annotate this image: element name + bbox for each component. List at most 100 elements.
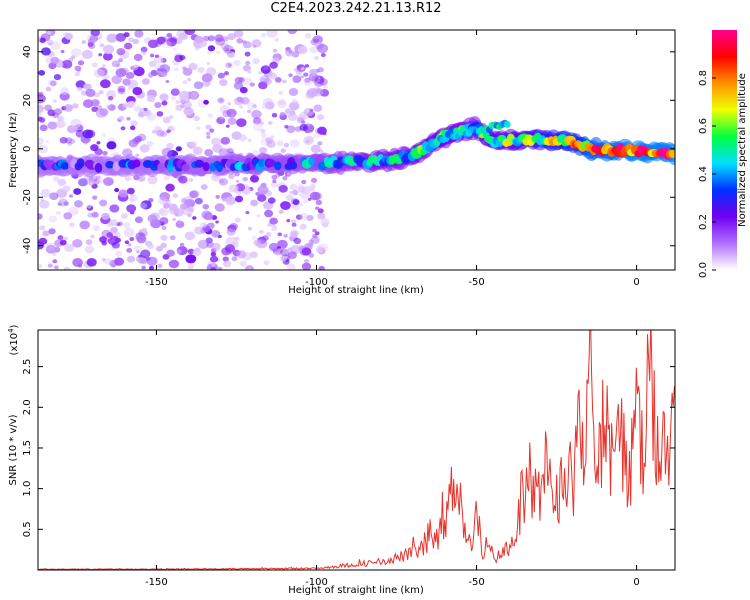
heatmap-noise-cell <box>310 144 321 154</box>
heatmap-noise-cell <box>107 96 114 101</box>
x-tick-label: -150 <box>145 577 168 588</box>
heatmap-noise-cell <box>118 189 129 198</box>
heatmap-noise-cell <box>197 66 205 73</box>
heatmap-noise-cell <box>70 118 82 128</box>
heatmap-noise-cell <box>293 67 299 72</box>
heatmap-noise-cell <box>63 201 69 206</box>
heatmap-noise-cell <box>176 249 182 254</box>
heatmap-noise-cell <box>134 135 143 143</box>
heatmap-noise-cell <box>285 194 294 201</box>
heatmap-noise-cell <box>48 215 58 223</box>
heatmap-noise-cell <box>304 259 310 264</box>
heatmap-noise-cell <box>50 41 61 50</box>
heatmap-noise-cell <box>291 98 297 104</box>
heatmap-noise-cell <box>318 265 325 270</box>
heatmap-noise-cell <box>124 175 132 182</box>
y-tick-label: 2.5 <box>22 359 33 375</box>
heatmap-noise-cell <box>106 232 114 238</box>
heatmap-noise-cell <box>205 124 212 130</box>
heatmap-noise-cell <box>40 198 45 202</box>
heatmap-noise-cell <box>59 136 68 144</box>
heatmap-noise-cell <box>168 259 180 269</box>
heatmap-noise-cell <box>289 190 293 194</box>
heatmap-noise-cell <box>292 189 299 196</box>
heatmap-noise-cell <box>236 250 247 259</box>
heatmap-noise-cell <box>313 132 321 139</box>
heatmap-noise-cell <box>126 187 135 195</box>
heatmap-noise-cell <box>146 112 157 121</box>
heatmap-noise-cell <box>227 117 237 126</box>
heatmap-noise-cell <box>317 212 326 220</box>
heatmap-noise-cell <box>312 87 324 97</box>
heatmap-noise-cell <box>86 204 92 209</box>
heatmap-noise-cell <box>284 48 294 57</box>
heatmap-noise-cell <box>179 90 190 100</box>
heatmap-noise-cell <box>103 177 114 186</box>
heatmap-noise-cell <box>140 249 151 259</box>
heatmap-noise-cell <box>116 47 126 56</box>
heatmap-noise-cell <box>173 47 177 51</box>
heatmap-ridge-cell <box>669 150 675 159</box>
heatmap-noise-cell <box>267 197 276 204</box>
x-tick-label: -50 <box>468 277 484 288</box>
heatmap-noise-cell <box>264 101 275 110</box>
heatmap-noise-cell <box>302 199 308 204</box>
heatmap-noise-cell <box>193 81 204 90</box>
heatmap-noise-cell <box>69 194 74 198</box>
heatmap-noise-cell <box>222 44 234 54</box>
heatmap-noise-cell <box>122 102 130 108</box>
heatmap-noise-cell <box>128 197 135 203</box>
heatmap-noise-cell <box>163 202 171 209</box>
snr-background <box>38 330 675 570</box>
heatmap-noise-cell <box>313 78 324 88</box>
heatmap-noise-cell <box>68 138 76 144</box>
heatmap-noise-cell <box>44 104 53 112</box>
heatmap-noise-cell <box>289 139 300 148</box>
spectrogram-panel: -150 -100 -50 0 -40 -20 0 20 40 Height of strai… <box>8 29 676 296</box>
heatmap-noise-cell <box>176 30 188 39</box>
spectrogram-x-label: Height of straight line (km) <box>288 285 424 296</box>
heatmap-noise-cell <box>263 77 272 86</box>
heatmap-noise-cell <box>301 247 312 256</box>
snr-y-label: SNR (10 * v/v) <box>8 414 19 485</box>
heatmap-noise-cell <box>93 100 99 106</box>
heatmap-noise-cell <box>242 176 248 182</box>
heatmap-noise-cell <box>247 109 252 114</box>
heatmap-noise-cell <box>256 214 261 218</box>
heatmap-noise-cell <box>292 199 300 206</box>
heatmap-noise-cell <box>299 223 307 230</box>
heatmap-noise-cell <box>161 100 168 106</box>
heatmap-noise-cell <box>244 51 251 57</box>
heatmap-noise-cell <box>259 121 265 126</box>
colorbar: 0.0 0.2 0.4 0.6 0.8 Normalized spectral ampl… <box>698 30 748 278</box>
heatmap-noise-cell <box>156 36 166 45</box>
heatmap-noise-cell <box>309 108 314 113</box>
heatmap-ridge-cell <box>265 159 277 167</box>
heatmap-noise-cell <box>93 92 100 98</box>
heatmap-noise-cell <box>266 140 276 149</box>
heatmap-noise-cell <box>40 188 51 198</box>
heatmap-noise-cell <box>98 53 103 57</box>
heatmap-noise-cell <box>228 173 235 180</box>
heatmap-noise-cell <box>130 120 138 127</box>
heatmap-noise-cell <box>205 213 213 220</box>
heatmap-noise-cell <box>308 253 315 258</box>
heatmap-noise-cell <box>274 77 282 83</box>
heatmap-noise-cell <box>292 204 301 211</box>
heatmap-noise-cell <box>251 235 257 240</box>
heatmap-noise-cell <box>193 115 200 122</box>
heatmap-noise-cell <box>225 124 230 128</box>
heatmap-noise-cell <box>84 245 95 254</box>
heatmap-noise-cell <box>192 216 197 220</box>
heatmap-noise-cell <box>91 62 98 68</box>
heatmap-noise-cell <box>300 66 305 71</box>
heatmap-noise-cell <box>270 181 279 188</box>
heatmap-noise-cell <box>120 213 128 219</box>
heatmap-noise-cell <box>106 104 112 110</box>
heatmap-noise-cell <box>134 30 144 38</box>
heatmap-noise-cell <box>233 81 244 90</box>
heatmap-noise-cell <box>73 126 78 131</box>
heatmap-noise-cell <box>77 87 83 92</box>
colorbar-label: Normalized spectral amplitude <box>737 73 748 227</box>
heatmap-noise-cell <box>207 45 216 52</box>
